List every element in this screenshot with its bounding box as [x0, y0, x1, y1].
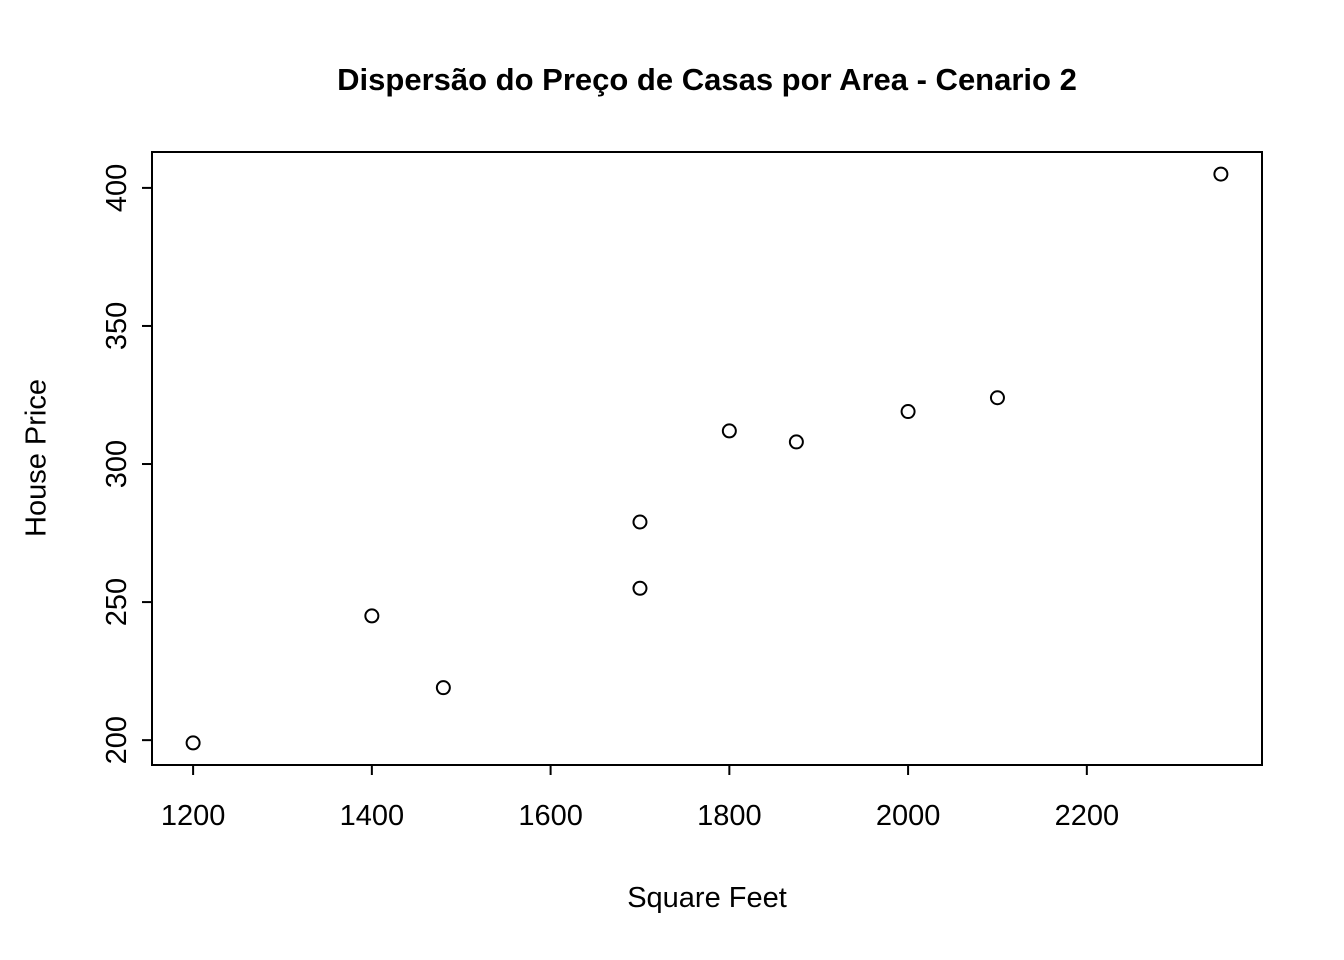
data-point [364, 608, 380, 624]
data-point [721, 423, 737, 439]
x-tick-label: 1400 [340, 800, 405, 832]
y-axis-label: House Price [20, 379, 53, 538]
x-tick-label: 1600 [518, 800, 583, 832]
data-point [788, 434, 804, 450]
chart-title: Dispersão do Preço de Casas por Area - C… [337, 62, 1077, 97]
x-axis-label: Square Feet [627, 882, 787, 914]
data-point [632, 580, 648, 596]
x-tick-label: 2000 [876, 800, 941, 832]
y-tick-label: 300 [101, 440, 133, 488]
x-tick-label: 1800 [697, 800, 762, 832]
y-tick-label: 200 [101, 716, 133, 764]
data-point [185, 735, 201, 751]
x-tick-label: 1200 [161, 800, 226, 832]
data-point [632, 514, 648, 530]
data-point [989, 390, 1005, 406]
y-tick-label: 350 [101, 302, 133, 350]
plot-border [151, 151, 1263, 766]
data-point [435, 680, 451, 696]
x-tick-label: 2200 [1055, 800, 1120, 832]
data-point [900, 404, 916, 420]
y-tick-label: 400 [101, 164, 133, 212]
data-point [1213, 166, 1229, 182]
y-tick-label: 250 [101, 578, 133, 626]
